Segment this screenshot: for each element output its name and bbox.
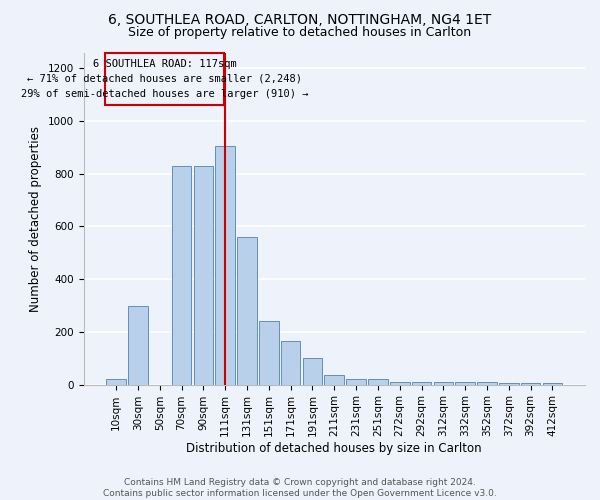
Bar <box>215 146 235 384</box>
Bar <box>455 382 475 384</box>
Bar <box>325 376 344 384</box>
Bar <box>346 380 366 384</box>
X-axis label: Distribution of detached houses by size in Carlton: Distribution of detached houses by size … <box>187 442 482 455</box>
Bar <box>128 306 148 384</box>
Bar <box>302 358 322 384</box>
Text: 6, SOUTHLEA ROAD, CARLTON, NOTTINGHAM, NG4 1ET: 6, SOUTHLEA ROAD, CARLTON, NOTTINGHAM, N… <box>109 12 491 26</box>
FancyBboxPatch shape <box>105 52 224 105</box>
Bar <box>194 166 213 384</box>
Text: Contains HM Land Registry data © Crown copyright and database right 2024.
Contai: Contains HM Land Registry data © Crown c… <box>103 478 497 498</box>
Bar <box>259 322 278 384</box>
Bar <box>237 237 257 384</box>
Bar <box>281 341 301 384</box>
Bar <box>412 382 431 384</box>
Bar <box>434 382 453 384</box>
Y-axis label: Number of detached properties: Number of detached properties <box>29 126 42 312</box>
Text: Size of property relative to detached houses in Carlton: Size of property relative to detached ho… <box>128 26 472 39</box>
Bar <box>172 166 191 384</box>
Bar <box>368 380 388 384</box>
Bar <box>390 382 410 384</box>
Bar <box>106 380 126 384</box>
Text: 6 SOUTHLEA ROAD: 117sqm
← 71% of detached houses are smaller (2,248)
29% of semi: 6 SOUTHLEA ROAD: 117sqm ← 71% of detache… <box>21 59 308 98</box>
Bar <box>477 382 497 384</box>
